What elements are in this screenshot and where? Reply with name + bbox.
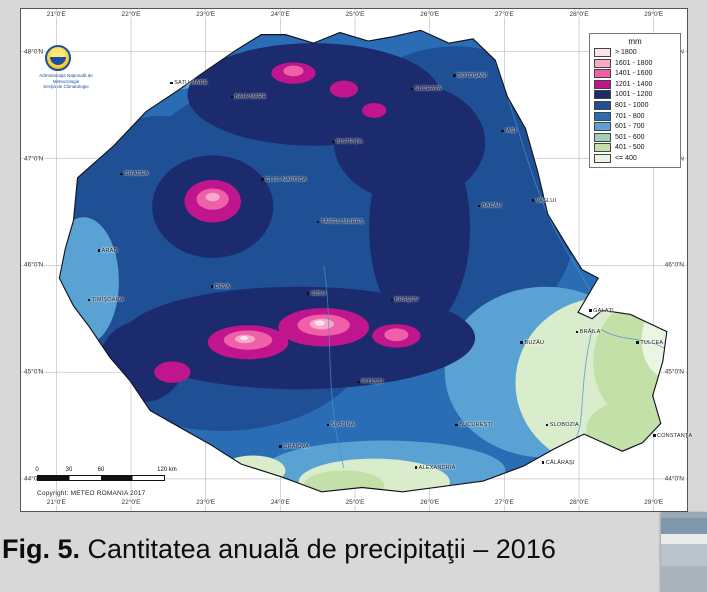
fragment-strip	[661, 518, 707, 534]
legend-row: 1601 - 1800	[594, 58, 676, 68]
legend-swatch	[594, 69, 611, 79]
logo-org-line2: Meteorologie	[52, 78, 80, 84]
fragment-strip	[661, 544, 707, 566]
legend-row: 601 - 700	[594, 122, 676, 132]
map-canvas: 21°0'E 22°0'E 23°0'E 24°0'E 25°0'E 26°0'E 27°0…	[21, 9, 692, 511]
legend-label: 801 - 1000	[615, 101, 649, 109]
legend-row: > 1800	[594, 48, 676, 57]
meteo-romania-emblem-icon	[45, 45, 71, 71]
legend-row: 1401 - 1600	[594, 69, 676, 79]
legend-row: 501 - 600	[594, 132, 676, 142]
scalebar-labels: 0 30 60 120 km	[35, 467, 176, 475]
legend-rows: > 1800 1601 - 1800 1401 - 1600 1201 - 1400 1…	[594, 48, 676, 163]
legend-label: 401 - 500	[615, 144, 645, 152]
legend-swatch	[594, 111, 611, 121]
legend-row: <= 400	[594, 153, 676, 163]
logo-org-name: Administraţia Naţională de Meteorologie …	[31, 73, 101, 90]
legend-swatch	[594, 143, 611, 153]
legend-swatch	[594, 153, 611, 163]
scalebar-label: 30	[65, 467, 73, 473]
figure-caption: Fig. 5. Cantitatea anuală de precipitaţi…	[2, 534, 556, 565]
legend-label: 1401 - 1600	[615, 70, 653, 78]
precipitation-map-figure: 21°0'E 22°0'E 23°0'E 24°0'E 25°0'E 26°0'E 27°0…	[20, 8, 692, 512]
meteo-romania-logo: Administraţia Naţională de Meteorologie …	[31, 45, 101, 90]
adjacent-page-fragment	[661, 512, 707, 592]
legend-label: 1201 - 1400	[615, 80, 653, 88]
figure-caption-text: Cantitatea anuală de precipitaţii – 2016	[80, 534, 556, 564]
legend-swatch	[594, 90, 611, 100]
fragment-strip	[661, 566, 707, 592]
legend-swatch	[594, 79, 611, 89]
precipitation-raster	[59, 30, 667, 492]
legend-row: 1201 - 1400	[594, 79, 676, 89]
legend-row: 1001 - 1200	[594, 90, 676, 100]
legend-label: 1601 - 1800	[615, 59, 653, 67]
scalebar-label: 0	[35, 467, 39, 473]
legend-swatch	[594, 122, 611, 132]
scalebar-label: 120 km	[157, 467, 177, 473]
legend-swatch	[594, 58, 611, 68]
scalebar-bar	[37, 475, 165, 481]
legend-swatch	[594, 100, 611, 110]
fragment-strip	[661, 512, 707, 518]
legend-title: mm	[628, 37, 642, 46]
legend-row: 701 - 800	[594, 111, 676, 121]
logo-org-line1: Administraţia Naţională de	[39, 73, 93, 78]
map-copyright: Copyright: METEO ROMANIA 2017	[37, 490, 146, 497]
figure-caption-number: Fig. 5.	[2, 534, 81, 564]
legend-label: 1001 - 1200	[615, 91, 653, 99]
romania-precipitation-map	[21, 9, 687, 511]
scalebar-label: 60	[97, 467, 105, 473]
legend-label: <= 400	[615, 154, 637, 162]
legend-swatch	[594, 48, 611, 57]
legend-label: 701 - 800	[615, 112, 645, 120]
logo-org-line3: Secţia de Climatologie	[43, 84, 89, 90]
country-border	[58, 29, 668, 493]
legend-label: 601 - 700	[615, 123, 645, 131]
legend-label: 501 - 600	[615, 133, 645, 141]
legend-swatch	[594, 132, 611, 142]
legend-row: 801 - 1000	[594, 100, 676, 110]
map-scalebar: 0 30 60 120 km	[35, 467, 177, 481]
legend-row: 401 - 500	[594, 143, 676, 153]
precipitation-legend: mm > 1800 1601 - 1800 1401 - 1600 1201 - 14…	[589, 33, 681, 168]
legend-label: > 1800	[615, 49, 637, 56]
fragment-strip	[661, 534, 707, 544]
